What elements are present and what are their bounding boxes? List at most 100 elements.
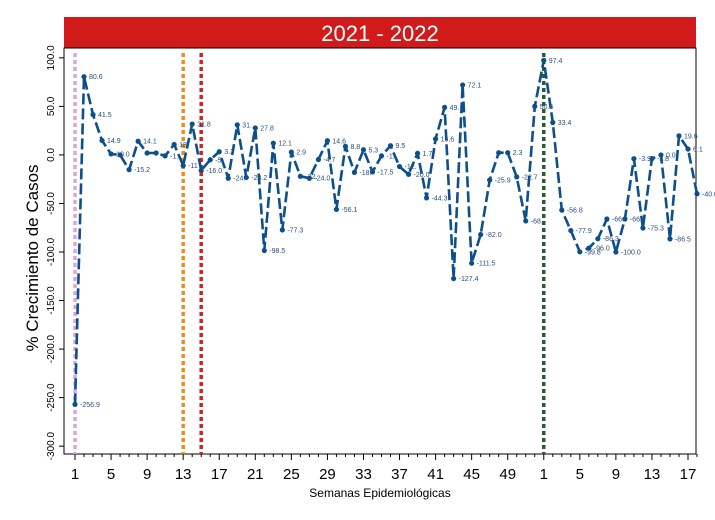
data-label: 27.8 [260,125,274,132]
data-label: -56.8 [567,208,583,215]
data-label: -3.9 [639,156,651,163]
data-points [72,57,700,407]
data-point [198,167,204,174]
data-point [270,140,276,146]
data-point [523,218,529,224]
data-label: -66. [612,216,624,223]
data-label: 33.4 [558,120,572,127]
plot-frame [63,47,697,455]
data-point [288,149,294,155]
data-label: -77.9 [576,228,592,235]
data-label: -25.9 [495,178,511,185]
data-label: 10.0 [116,151,130,158]
data-label: 50.5 [540,104,554,111]
y-tick-label: -50.0 [46,192,57,215]
data-point [315,156,321,163]
data-label: 1.7 [423,151,433,158]
x-tick-label: 13 [175,466,192,483]
y-axis-label: % Crecimiento de Casos [23,164,42,351]
data-label: -98.5 [269,248,285,255]
data-point [568,227,574,234]
y-tick-label: 100.0 [46,45,57,70]
data-point [405,171,412,177]
chart-title: 2021 - 2022 [321,21,438,46]
data-point [658,152,664,158]
data-point [378,153,385,159]
data-point [351,169,358,175]
data-point [550,119,556,126]
x-tick-label: 45 [463,466,480,483]
data-label: -15.2 [134,167,150,174]
data-label: -24. [233,176,245,183]
data-point [414,150,421,156]
data-label: -99.8 [585,249,601,256]
y-tick-label: -200.0 [46,334,57,363]
data-point [478,231,484,238]
data-point [613,249,619,255]
data-point [306,175,312,181]
data-point [423,195,430,201]
x-axis-label: Semanas Epidemiológicas [309,486,450,500]
series-path [73,59,699,405]
data-point [559,207,565,213]
x-axis: 1 5 9 13 17 21 25 29 33 37 41 45 49 1 5 9 13 17 [71,454,698,483]
data-point [252,125,258,131]
x-tick-label: 5 [576,466,584,483]
data-label: -127.4 [459,276,479,283]
data-point [216,149,222,155]
data-label: -22. [305,174,317,181]
title-bar [64,17,696,48]
x-tick-label: 9 [612,466,620,483]
data-point [189,121,195,127]
data-point [333,206,340,212]
data-label: 14.9 [107,138,121,145]
data-label: 80.6 [89,74,103,81]
y-tick-label: 50.0 [46,96,57,116]
data-label: 2.3 [513,150,523,157]
x-tick-label: 41 [427,466,444,483]
data-point [631,156,637,162]
data-point [604,216,610,222]
data-label: -86.5 [675,236,691,243]
data-label: 6.1 [693,147,703,154]
data-point [360,147,367,153]
data-label: -66. [630,216,642,223]
data-point [243,174,249,181]
data-label: -56.1 [341,207,357,214]
data-point [685,146,691,152]
data-point [225,175,231,181]
y-tick-label: -100.0 [46,237,57,266]
data-label: 14.6 [332,138,346,145]
x-tick-label: 1 [71,466,79,483]
data-point [234,122,240,128]
data-point [261,247,267,254]
data-point [460,82,466,88]
data-label: 31. [242,122,252,129]
data-label: -22.7 [522,174,538,181]
data-point [667,236,673,242]
data-label: -256.9 [80,402,100,409]
data-label: -11 [188,163,198,170]
data-label: -17.5 [377,169,393,176]
data-point [99,137,105,144]
data-label: -1. [387,153,395,160]
x-tick-label: 33 [355,466,372,483]
data-label: -12. [405,164,417,171]
data-label: 72.1 [468,82,482,89]
data-label: 14.1 [143,139,157,146]
data-point [81,74,87,80]
x-tick-label: 29 [319,466,336,483]
data-point [171,141,177,148]
series-line [73,59,699,405]
data-label: 12.1 [278,141,292,148]
data-label: -96.0 [594,246,610,253]
data-label: -5. [215,157,223,164]
y-axis: -300.0 -250.0 -200.0 -150.0 -100.0 -50.0 0.0 50… [46,45,64,460]
x-tick-label: 37 [391,466,408,483]
data-point [117,152,123,158]
x-tick-label: 13 [644,466,661,483]
data-label: -23.2 [251,175,267,182]
data-point [541,57,547,63]
data-point [324,138,331,144]
